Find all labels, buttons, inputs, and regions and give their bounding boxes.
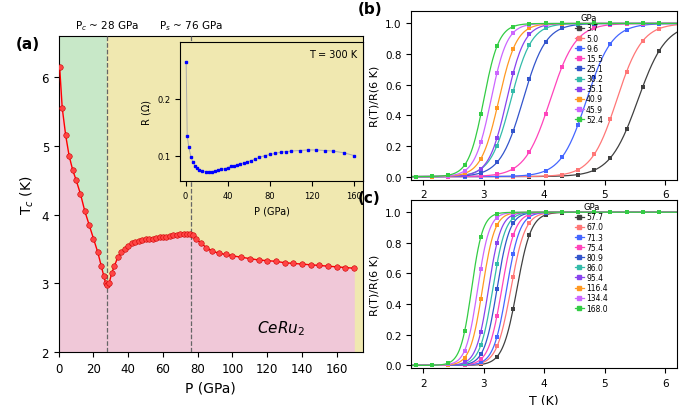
X-axis label: T (K): T (K)	[529, 394, 559, 405]
Bar	[107, 36, 363, 352]
Text: (a): (a)	[16, 36, 40, 51]
Text: CeRu$_2$: CeRu$_2$	[257, 319, 305, 338]
Text: P$_c$ ~ 28 GPa: P$_c$ ~ 28 GPa	[75, 19, 140, 33]
Text: P$_s$ ~ 76 GPa: P$_s$ ~ 76 GPa	[159, 19, 223, 33]
Legend: 57.7, 67.0, 71.3, 75.4, 80.9, 86.0, 95.4, 116.4, 134.4, 168.0: 57.7, 67.0, 71.3, 75.4, 80.9, 86.0, 95.4…	[575, 202, 608, 313]
Text: (c): (c)	[358, 190, 381, 205]
Polygon shape	[59, 67, 354, 352]
Y-axis label: R(T)/R(6 K): R(T)/R(6 K)	[370, 254, 379, 315]
Legend: 3.7, 5.0, 9.6, 15.5, 25.1, 30.2, 35.1, 40.9, 45.9, 52.4: 3.7, 5.0, 9.6, 15.5, 25.1, 30.2, 35.1, 4…	[575, 14, 603, 124]
Bar	[59, 36, 107, 352]
Text: (b): (b)	[358, 2, 383, 17]
Y-axis label: T$_c$ (K): T$_c$ (K)	[19, 175, 36, 214]
X-axis label: T (K): T (K)	[529, 205, 559, 218]
X-axis label: P (GPa): P (GPa)	[185, 381, 236, 394]
Y-axis label: R(T)/R(6 K): R(T)/R(6 K)	[370, 66, 379, 127]
